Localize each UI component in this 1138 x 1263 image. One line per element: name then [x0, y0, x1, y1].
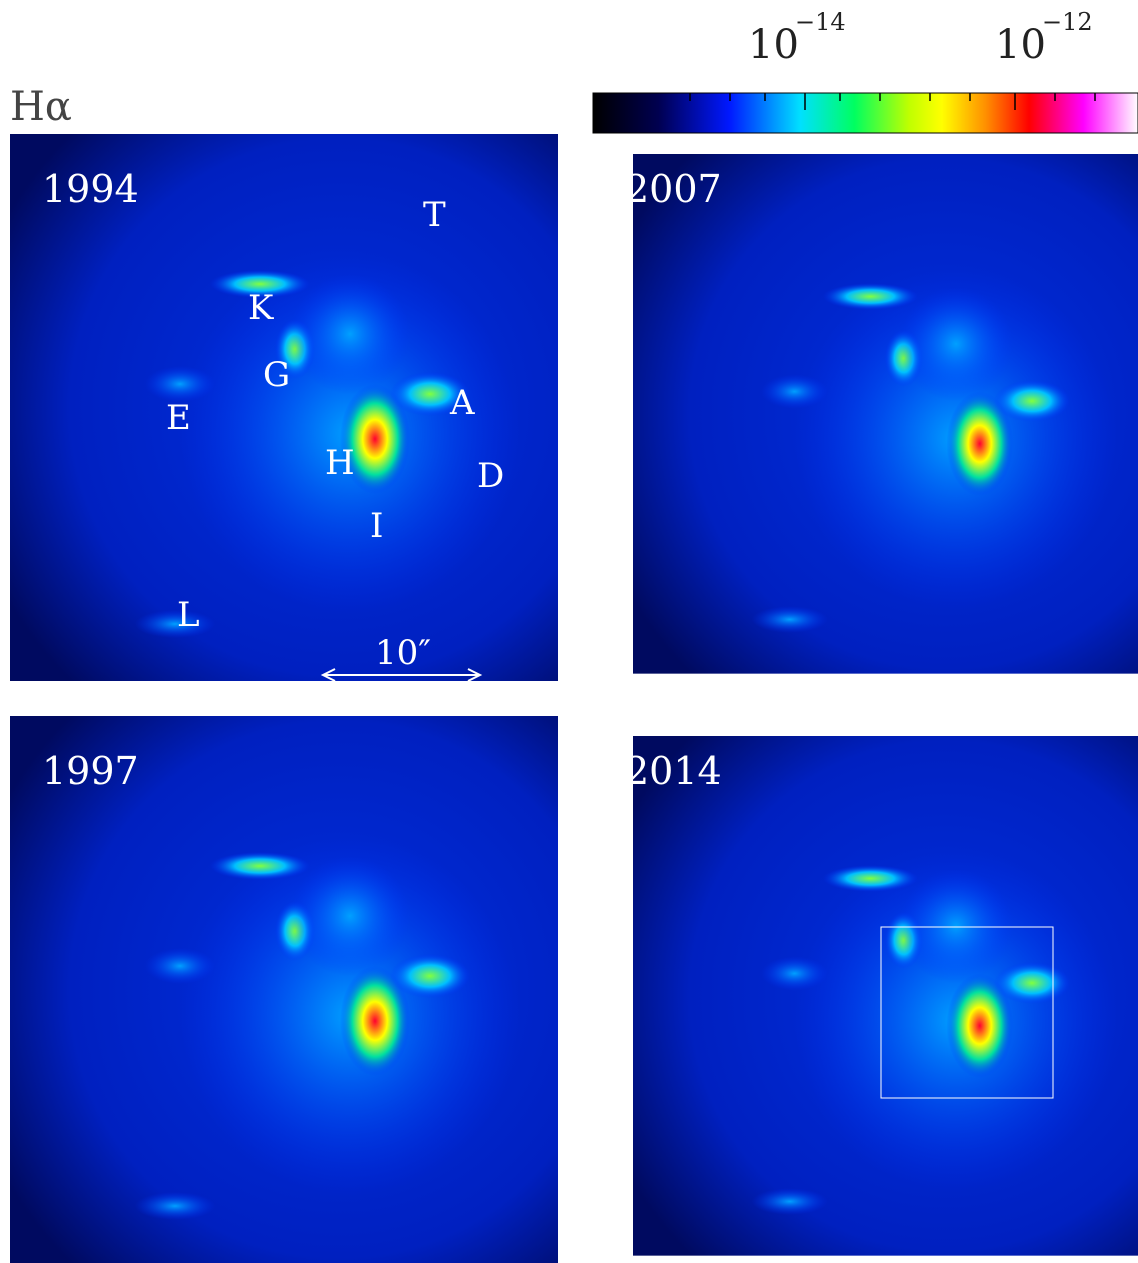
title: Hα: [10, 84, 72, 130]
page: {"header": {"title": "Hα"}, "colorbar": …: [0, 0, 1138, 1263]
nebula-image: [633, 154, 1138, 674]
feature-label: L: [177, 595, 200, 635]
feature-label: D: [477, 456, 504, 496]
feature-label: G: [263, 355, 290, 395]
panel-year: 2007: [625, 167, 722, 211]
colorbar-label-exponent: −12: [1042, 8, 1093, 36]
figure: Hα 10−1410−12 1994TKGEAHDIL10″2007199720…: [0, 0, 1138, 1263]
panel: 2007: [625, 154, 1138, 674]
panel-year: 1997: [42, 749, 139, 793]
feature-label: H: [325, 443, 355, 483]
feature-label: T: [423, 195, 446, 235]
colorbar-label-exponent: −14: [795, 8, 846, 36]
panel: 1997: [10, 716, 558, 1263]
feature-label: E: [166, 398, 191, 438]
scale-label: 10″: [375, 633, 431, 673]
colorbar-label-base: 10: [995, 22, 1046, 68]
nebula-image: [10, 134, 558, 681]
nebula-image: [633, 736, 1138, 1256]
feature-label: I: [370, 506, 383, 546]
panel-year: 2014: [625, 749, 722, 793]
feature-label: A: [449, 383, 475, 423]
panel: 1994 T KG E A H D I L 10″: [10, 134, 558, 681]
panel: 2014: [625, 736, 1138, 1256]
panels: 1994 T KG E A H D I L 10″ 2007 1997 2014: [10, 134, 1138, 1263]
feature-label: K: [248, 288, 274, 328]
nebula-image: [10, 716, 558, 1263]
colorbar: [593, 93, 1138, 133]
panel-year: 1994: [42, 167, 139, 211]
colorbar-label-base: 10: [748, 22, 799, 68]
